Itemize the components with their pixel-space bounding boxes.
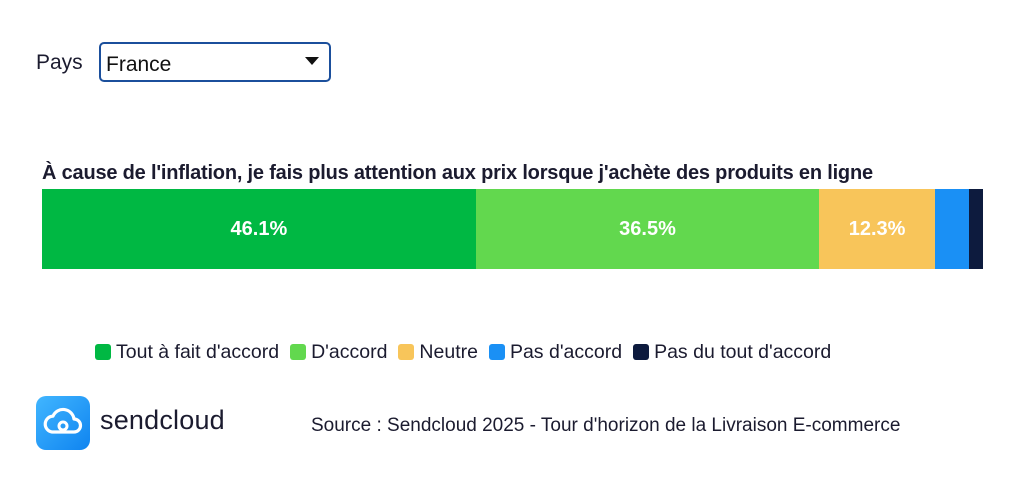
legend-item: Tout à fait d'accord [95, 341, 279, 364]
data-label: 36.5% [619, 217, 676, 240]
legend-swatch [488, 344, 505, 360]
bar-segment [934, 189, 969, 269]
legend-label: D'accord [311, 340, 388, 363]
chart-legend: Tout à fait d'accord D'accord Neutre Pas d'… [95, 339, 842, 365]
legend-swatch [290, 344, 307, 360]
stacked-bar: 46.1% 36.5% 12.3% [42, 189, 983, 269]
legend-item: D'accord [290, 341, 387, 364]
chart-title: À cause de l'inflation, je fais plus att… [42, 162, 873, 184]
bar-segment: 46.1% [42, 189, 476, 269]
sendcloud-logo [36, 396, 90, 450]
data-label: 46.1% [230, 217, 288, 240]
legend-item: Neutre [398, 341, 478, 364]
bar-segment: 12.3% [819, 189, 935, 269]
bar-segment: 36.5% [475, 189, 820, 269]
legend-swatch [398, 344, 415, 360]
legend-swatch [95, 344, 111, 360]
legend-label: Pas d'accord [509, 340, 623, 363]
legend-item: Pas du tout d'accord [633, 341, 831, 364]
data-label: 12.3% [848, 217, 906, 240]
chevron-down-icon [305, 57, 319, 65]
bar-segment [968, 189, 983, 269]
legend-label: Neutre [419, 340, 478, 363]
country-select[interactable]: France [99, 42, 331, 82]
country-filter-label: Pays [36, 51, 83, 74]
source-note: Source : Sendcloud 2025 - Tour d'horizon… [311, 415, 901, 436]
legend-label: Pas du tout d'accord [654, 340, 832, 363]
legend-swatch [633, 344, 650, 360]
cloud-icon [43, 407, 83, 434]
brand-name: sendcloud [100, 405, 225, 435]
legend-item: Pas d'accord [488, 340, 623, 364]
country-select-value: France [106, 53, 172, 76]
legend-label: Tout à fait d'accord [116, 340, 280, 363]
